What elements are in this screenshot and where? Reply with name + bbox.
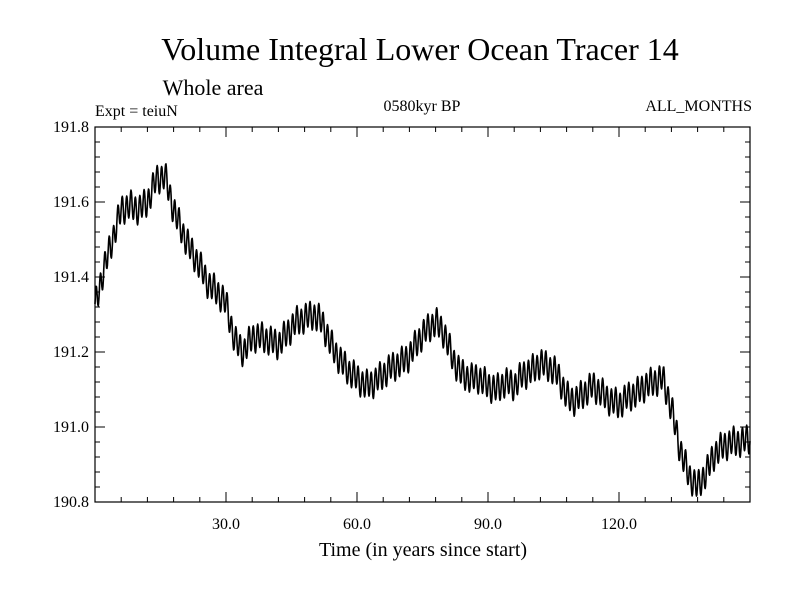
experiment-label: Expt = teiuN: [95, 103, 178, 120]
y-tick-label: 191.2: [53, 344, 89, 361]
series-line-tracer14: [94, 163, 751, 497]
y-tick-label: 191.0: [53, 419, 89, 436]
period-label: 0580kyr BP: [384, 98, 461, 115]
y-tick-label: 190.8: [53, 494, 89, 511]
y-tick-label: 191.8: [53, 119, 89, 136]
months-label: ALL_MONTHS: [645, 98, 752, 115]
x-axis-label: Time (in years since start): [319, 539, 527, 561]
axis-tick-labels: 30.0 60.0 90.0 120.0 190.8 191.0 191.2 191.4 191…: [53, 119, 637, 533]
x-tick-label: 60.0: [343, 516, 371, 533]
x-tick-label: 120.0: [601, 516, 637, 533]
y-tick-label: 191.6: [53, 194, 89, 211]
axis-ticks: [95, 127, 750, 502]
x-tick-label: 30.0: [212, 516, 240, 533]
chart-subtitle: Whole area: [163, 75, 264, 100]
y-tick-label: 191.4: [53, 269, 89, 286]
plot-frame: [94, 126, 751, 503]
x-tick-label: 90.0: [474, 516, 502, 533]
chart-title: Volume Integral Lower Ocean Tracer 14: [161, 31, 678, 67]
